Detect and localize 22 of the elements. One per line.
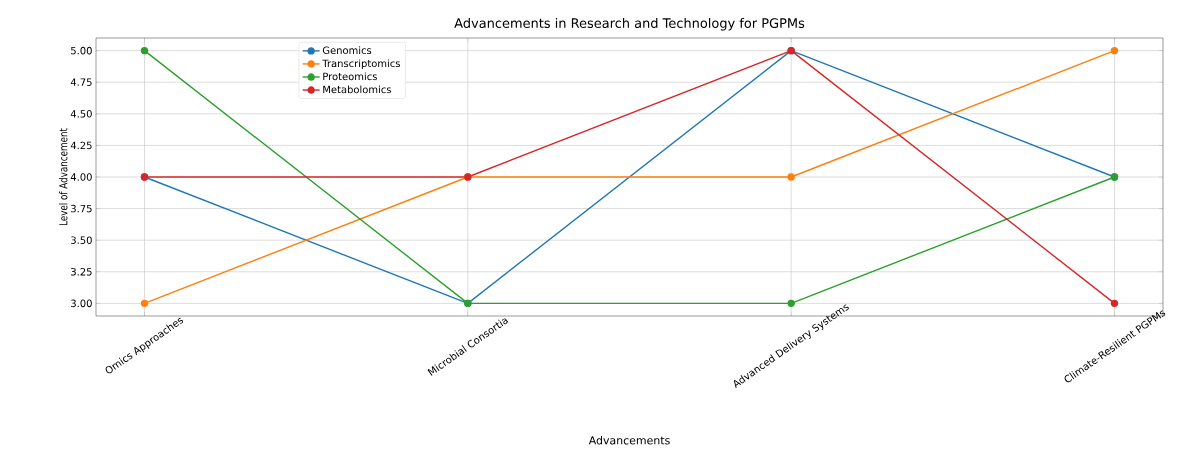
point — [140, 46, 149, 55]
y-tick-label: 3.00 — [71, 299, 92, 308]
legend-label: Genomics — [322, 46, 372, 55]
y-tick-label: 4.75 — [70, 78, 92, 86]
y-tick-label: 4.25 — [70, 141, 92, 150]
point — [1110, 46, 1119, 55]
chart-title: Advancements in Research and Technology for PGPMs — [454, 17, 805, 31]
point — [140, 299, 149, 308]
y-tick-label: 3.25 — [71, 267, 92, 276]
y-axis-title: Level of Advancement — [58, 128, 68, 226]
legend-label: Proteomics — [323, 72, 377, 81]
y-tick-label: 4.00 — [70, 173, 92, 181]
y-tick-label: 3.75 — [71, 204, 92, 213]
legend-label: Metabolomics — [323, 85, 391, 94]
y-tick-label: 5.00 — [71, 46, 92, 55]
x-axis-title: Advancements — [588, 436, 670, 445]
legend-label: Transcriptomics — [322, 59, 400, 70]
y-tick-label: 3.50 — [71, 236, 92, 244]
point — [787, 299, 795, 308]
y-tick-label: 4.50 — [70, 110, 92, 118]
point — [1110, 299, 1119, 308]
point — [787, 173, 795, 181]
